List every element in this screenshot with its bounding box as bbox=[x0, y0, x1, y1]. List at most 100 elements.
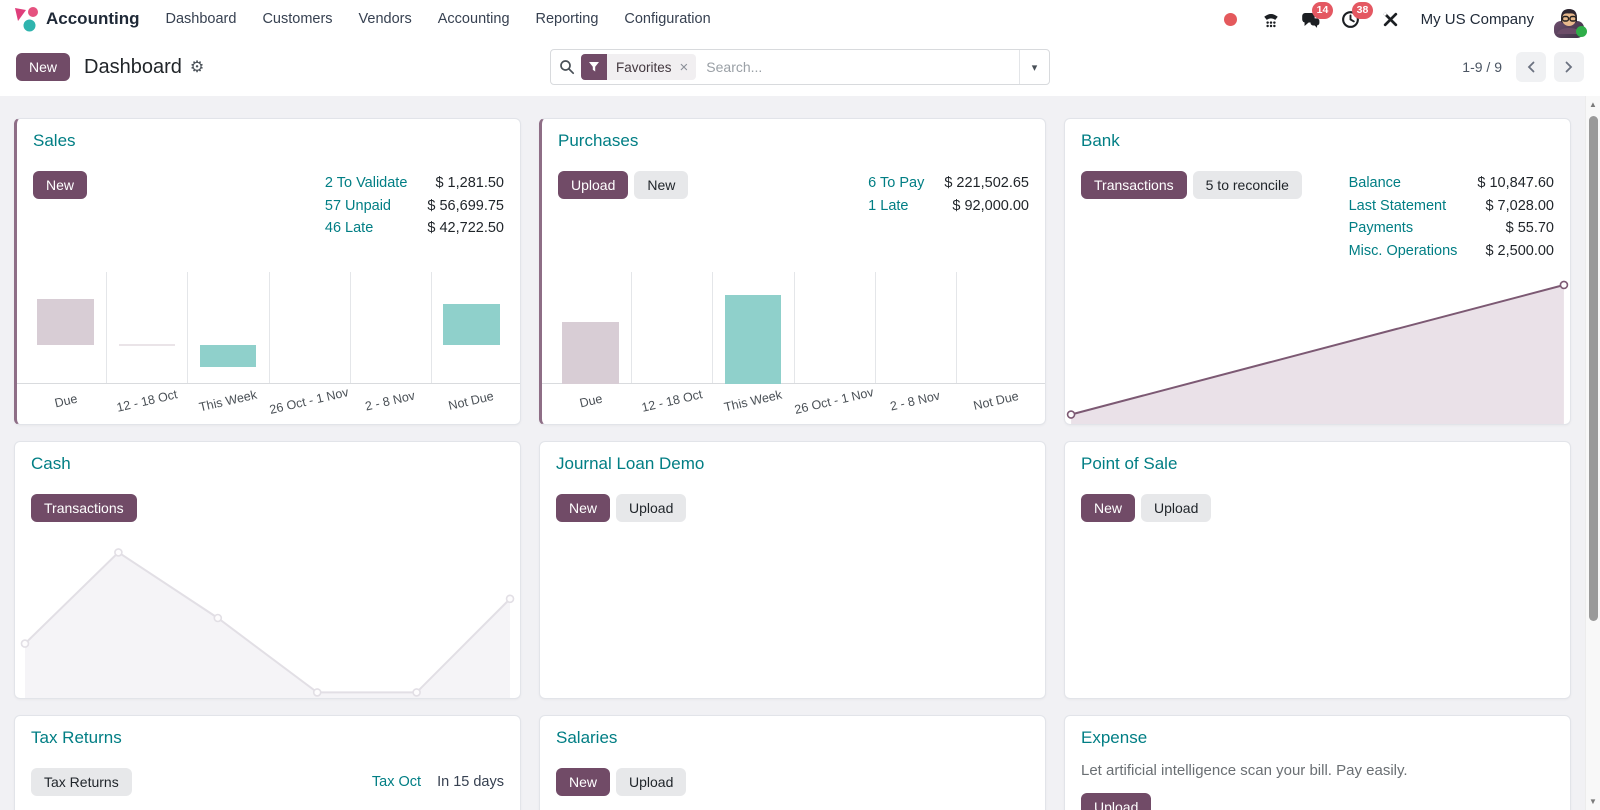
journal-card-tax-returns: Tax Returns Tax Returns Tax Oct In 15 da… bbox=[14, 715, 521, 810]
sales-unpaid-amount: $ 56,699.75 bbox=[427, 197, 504, 214]
messages-badge: 14 bbox=[1311, 2, 1334, 19]
bank-payments-amount: $ 55.70 bbox=[1505, 220, 1554, 236]
purchases-new-button[interactable]: New bbox=[634, 171, 689, 199]
phone-icon bbox=[1263, 13, 1278, 28]
purchases-upload-button[interactable]: Upload bbox=[558, 171, 629, 199]
sales-title[interactable]: Sales bbox=[33, 131, 76, 150]
facet-label: Favorites bbox=[616, 59, 672, 75]
journal-card-cash: Cash Transactions bbox=[14, 441, 521, 699]
purchases-stats: 6 To Pay $ 221,502.65 1 Late $ 92,000.00 bbox=[868, 173, 1029, 217]
sales-due-bar-chart: Due 12 - 18 Oct This Week 26 Oct - 1 Nov 2 -… bbox=[17, 270, 520, 422]
pager-previous-button[interactable] bbox=[1516, 52, 1546, 82]
online-status-icon bbox=[1576, 26, 1587, 37]
filter-icon bbox=[581, 54, 607, 80]
tax-due-text: In 15 days bbox=[437, 774, 504, 790]
salaries-upload-button[interactable]: Upload bbox=[616, 768, 687, 796]
purchases-to-pay-link[interactable]: 6 To Pay bbox=[868, 175, 925, 191]
point-of-sale-title[interactable]: Point of Sale bbox=[1081, 454, 1178, 473]
journal-card-bank: Bank Transactions 5 to reconcile Balance… bbox=[1064, 118, 1571, 425]
app-logo-icon[interactable] bbox=[12, 6, 38, 32]
scrollbar-thumb[interactable] bbox=[1589, 116, 1598, 621]
activities-menu[interactable]: 38 bbox=[1341, 2, 1374, 29]
messages-menu[interactable]: 14 bbox=[1301, 2, 1334, 29]
sales-stats: 2 To Validate $ 1,281.50 57 Unpaid $ 56,… bbox=[325, 173, 504, 240]
pager-next-button[interactable] bbox=[1554, 52, 1584, 82]
search-icon bbox=[560, 60, 575, 75]
bank-balance-amount: $ 10,847.60 bbox=[1477, 175, 1554, 191]
user-menu[interactable] bbox=[1554, 4, 1587, 38]
search-bar[interactable]: Favorites × ▾ bbox=[550, 49, 1050, 85]
salaries-new-button[interactable]: New bbox=[556, 768, 611, 796]
sales-to-validate-amount: $ 1,281.50 bbox=[435, 175, 504, 191]
point-of-sale-upload-button[interactable]: Upload bbox=[1141, 494, 1212, 522]
journal-card-purchases: Purchases Upload New 6 To Pay $ 221,502.… bbox=[539, 118, 1046, 425]
voip-phone-icon[interactable] bbox=[1261, 9, 1281, 29]
bank-misc-operations-link[interactable]: Misc. Operations bbox=[1348, 242, 1458, 259]
bank-stats: Balance $ 10,847.60 Last Statement $ 7,0… bbox=[1349, 173, 1554, 262]
company-switcher[interactable]: My US Company bbox=[1420, 10, 1534, 28]
menu-vendors[interactable]: Vendors bbox=[358, 11, 412, 27]
bank-misc-operations-amount: $ 2,500.00 bbox=[1485, 242, 1554, 259]
salaries-title[interactable]: Salaries bbox=[556, 728, 618, 747]
facet-remove-icon[interactable]: × bbox=[679, 58, 689, 76]
clock-icon bbox=[1342, 10, 1360, 28]
sales-late-link[interactable]: 46 Late bbox=[324, 220, 374, 236]
debug-tools-menu[interactable] bbox=[1381, 9, 1401, 29]
status-record-icon[interactable] bbox=[1221, 9, 1241, 29]
sales-to-validate-link[interactable]: 2 To Validate bbox=[324, 175, 408, 191]
journal-card-salaries: Salaries New Upload bbox=[539, 715, 1046, 810]
sales-unpaid-link[interactable]: 57 Unpaid bbox=[324, 197, 391, 214]
bank-balance-link[interactable]: Balance bbox=[1348, 175, 1401, 191]
menu-customers[interactable]: Customers bbox=[262, 11, 333, 27]
tax-period-link[interactable]: Tax Oct bbox=[371, 774, 422, 790]
gear-icon[interactable]: ⚙ bbox=[189, 59, 205, 76]
cash-balance-area-chart bbox=[19, 538, 516, 698]
tax-returns-title[interactable]: Tax Returns bbox=[31, 728, 122, 747]
purchases-late-link[interactable]: 1 Late bbox=[868, 197, 909, 214]
cash-title[interactable]: Cash bbox=[31, 454, 71, 473]
scroll-down-icon[interactable]: ▼ bbox=[1589, 797, 1597, 806]
top-navbar: Accounting Dashboard Customers Vendors A… bbox=[0, 0, 1600, 38]
menu-dashboard[interactable]: Dashboard bbox=[165, 11, 237, 27]
expense-title[interactable]: Expense bbox=[1081, 728, 1148, 747]
main-menu: Dashboard Customers Vendors Accounting R… bbox=[166, 11, 711, 27]
journal-loan-demo-title[interactable]: Journal Loan Demo bbox=[556, 454, 705, 473]
expense-description: Let artificial intelligence scan your bi… bbox=[1081, 762, 1408, 779]
menu-accounting[interactable]: Accounting bbox=[437, 11, 510, 27]
journal-card-point-of-sale: Point of Sale New Upload bbox=[1064, 441, 1571, 699]
journal-loan-demo-new-button[interactable]: New bbox=[556, 494, 611, 522]
red-dot-icon bbox=[1224, 12, 1238, 26]
expense-upload-button[interactable]: Upload bbox=[1081, 793, 1152, 810]
tools-icon bbox=[1383, 12, 1398, 26]
journal-card-sales: Sales New 2 To Validate $ 1,281.50 57 Un… bbox=[14, 118, 521, 425]
purchases-title[interactable]: Purchases bbox=[558, 131, 639, 150]
cash-transactions-button[interactable]: Transactions bbox=[31, 494, 137, 522]
chat-bubbles-icon bbox=[1302, 12, 1320, 28]
search-dropdown-caret-icon[interactable]: ▾ bbox=[1019, 50, 1049, 84]
journal-loan-demo-upload-button[interactable]: Upload bbox=[616, 494, 687, 522]
purchases-late-amount: $ 92,000.00 bbox=[952, 197, 1029, 214]
bank-last-statement-link[interactable]: Last Statement bbox=[1348, 197, 1447, 214]
dashboard-content: Sales New 2 To Validate $ 1,281.50 57 Un… bbox=[0, 96, 1585, 810]
point-of-sale-new-button[interactable]: New bbox=[1081, 494, 1136, 522]
page-title: Dashboard bbox=[84, 55, 182, 78]
search-facet-favorites: Favorites × bbox=[581, 54, 697, 80]
purchases-to-pay-amount: $ 221,502.65 bbox=[944, 175, 1029, 191]
new-button[interactable]: New bbox=[16, 53, 71, 81]
journal-card-loan-demo: Journal Loan Demo New Upload bbox=[539, 441, 1046, 699]
tax-returns-button[interactable]: Tax Returns bbox=[31, 768, 132, 796]
activities-badge: 38 bbox=[1351, 2, 1374, 19]
pager-range: 1-9 / 9 bbox=[1462, 59, 1502, 75]
scroll-up-icon[interactable]: ▲ bbox=[1589, 100, 1597, 109]
purchases-due-bar-chart: Due 12 - 18 Oct This Week 26 Oct - 1 Nov 2 -… bbox=[542, 270, 1045, 422]
bank-reconcile-button[interactable]: 5 to reconcile bbox=[1192, 171, 1302, 199]
bank-payments-link[interactable]: Payments bbox=[1348, 220, 1414, 236]
bank-transactions-button[interactable]: Transactions bbox=[1081, 171, 1187, 199]
sales-new-button[interactable]: New bbox=[33, 171, 88, 199]
vertical-scrollbar[interactable]: ▲ ▼ bbox=[1585, 96, 1600, 810]
menu-reporting[interactable]: Reporting bbox=[535, 11, 599, 27]
menu-configuration[interactable]: Configuration bbox=[624, 11, 711, 27]
search-input[interactable] bbox=[696, 59, 1019, 75]
bank-title[interactable]: Bank bbox=[1081, 131, 1120, 150]
app-name[interactable]: Accounting bbox=[46, 9, 140, 28]
